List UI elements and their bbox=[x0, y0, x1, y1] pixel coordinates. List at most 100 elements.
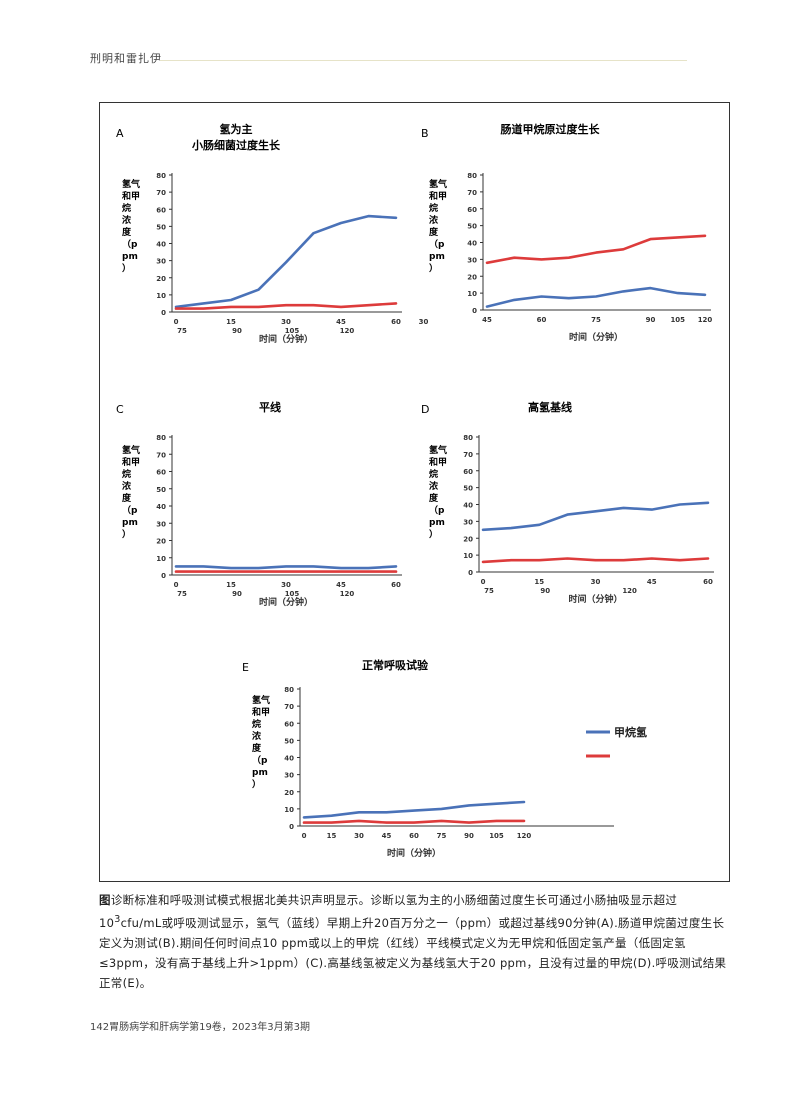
y-axis-label-line: ） bbox=[252, 779, 261, 790]
y-tick-label: 80 bbox=[156, 434, 166, 442]
x-tick-label: 30 bbox=[281, 581, 291, 589]
panel-title: 肠道甲烷原过度生长 bbox=[501, 122, 601, 136]
y-tick-label: 0 bbox=[472, 307, 477, 315]
caption-label: 图 bbox=[99, 893, 111, 907]
y-axis-label-line: 烷 bbox=[122, 202, 131, 214]
y-tick-label: 50 bbox=[284, 737, 294, 745]
y-axis-label-line: 度 bbox=[429, 226, 439, 238]
y-axis-label-line: 氢气 bbox=[429, 444, 447, 456]
panel-title-line: 小肠细菌过度生长 bbox=[191, 138, 281, 152]
y-tick-label: 0 bbox=[468, 569, 473, 577]
panel-title-line: 高氢基线 bbox=[528, 400, 572, 414]
y-axis-label-line: 烷 bbox=[252, 718, 261, 730]
x-tick-label: 105 bbox=[489, 832, 504, 840]
panel-letter: A bbox=[116, 127, 124, 140]
y-axis-label-line: 烷 bbox=[429, 202, 438, 214]
y-tick-label: 50 bbox=[156, 486, 166, 494]
y-axis-label-line: 烷 bbox=[122, 468, 131, 480]
plot-area: 80 70 60 50 40 30 20 10 0 45 60 75 90 105 120 时间（分钟） bbox=[467, 172, 712, 343]
y-tick-label: 30 bbox=[284, 772, 294, 780]
y-axis-label-line: 度 bbox=[429, 492, 439, 504]
x-tick-label: 45 bbox=[647, 578, 657, 586]
x-axis-label: 时间（分钟） bbox=[259, 333, 313, 345]
panel-title-line: 肠道甲烷原过度生长 bbox=[501, 122, 601, 136]
y-tick-label: 70 bbox=[284, 703, 294, 711]
plot-area: 80 70 60 50 40 30 20 10 00 15 30 45 60 30 75 90 105 120 时间… bbox=[156, 172, 428, 345]
x-tick-label: 75 bbox=[484, 587, 494, 595]
y-axis-label-line: 度 bbox=[252, 742, 262, 754]
y-tick-label: 80 bbox=[463, 434, 473, 442]
x-tick-label: 0 bbox=[174, 318, 179, 326]
y-axis-label-line: pm bbox=[252, 768, 268, 778]
x-tick-label: 0 bbox=[481, 578, 486, 586]
series-line-blue bbox=[481, 501, 710, 532]
x-tick-label: 120 bbox=[340, 590, 355, 598]
x-tick-label: 120 bbox=[517, 832, 532, 840]
x-tick-label: 75 bbox=[177, 327, 187, 335]
panel-letter: D bbox=[421, 403, 429, 416]
y-axis-label-line: pm bbox=[122, 518, 138, 528]
legend-label: 甲烷氢 bbox=[614, 725, 647, 739]
y-axis-label-line: ） bbox=[122, 263, 131, 274]
x-tick-label: 15 bbox=[534, 578, 544, 586]
series-line-red bbox=[485, 234, 707, 265]
y-tick-label: 40 bbox=[463, 502, 473, 510]
y-axis-label-line: （p bbox=[122, 239, 138, 250]
y-tick-label: 80 bbox=[284, 686, 294, 694]
x-tick-label: 90 bbox=[464, 832, 474, 840]
y-tick-label: 60 bbox=[463, 468, 473, 476]
y-tick-label: 10 bbox=[467, 290, 477, 298]
y-axis-label-line: 和甲 bbox=[121, 456, 140, 468]
series-line-red bbox=[481, 557, 710, 564]
y-tick-label: 70 bbox=[463, 451, 473, 459]
y-axis-label-line: 浓 bbox=[252, 730, 262, 742]
series-line-blue bbox=[174, 214, 398, 309]
header-rule bbox=[160, 60, 687, 61]
y-tick-label: 10 bbox=[284, 806, 294, 814]
x-tick-label: 60 bbox=[391, 581, 401, 589]
x-tick-label: 105 bbox=[285, 327, 300, 335]
panel-letter: C bbox=[116, 403, 124, 416]
page-footer: 142胃肠病学和肝病学第19卷，2023年3月第3期 bbox=[90, 1022, 310, 1033]
x-tick-label: 15 bbox=[327, 832, 337, 840]
y-axis-label-line: （p bbox=[252, 755, 268, 766]
y-axis-label-line: pm bbox=[429, 518, 445, 528]
y-tick-label: 20 bbox=[467, 273, 477, 281]
panel-title: 平线 bbox=[259, 400, 281, 414]
y-axis-label-line: 氢气 bbox=[122, 178, 140, 190]
y-tick-label: 20 bbox=[156, 275, 166, 283]
x-tick-label: 30 bbox=[354, 832, 364, 840]
y-axis-label-line: 和甲 bbox=[121, 190, 140, 202]
x-tick-label: 90 bbox=[540, 587, 550, 595]
y-tick-label: 20 bbox=[463, 535, 473, 543]
y-axis-label-line: pm bbox=[429, 252, 445, 262]
y-axis-label-line: 浓 bbox=[122, 214, 132, 226]
x-tick-label: 105 bbox=[285, 590, 300, 598]
x-tick-label: 75 bbox=[591, 316, 601, 324]
y-tick-label: 70 bbox=[156, 451, 166, 459]
y-tick-label: 70 bbox=[156, 189, 166, 197]
x-tick-label: 120 bbox=[698, 316, 713, 324]
panel-title-line: 正常呼吸试验 bbox=[362, 658, 429, 672]
x-tick-label: 15 bbox=[226, 318, 236, 326]
y-tick-label: 30 bbox=[156, 520, 166, 528]
y-tick-label: 80 bbox=[467, 172, 477, 180]
x-axis-label: 时间（分钟） bbox=[568, 593, 622, 605]
figure-caption: 图诊断标准和呼吸测试模式根据北美共识声明显示。诊断以氢为主的小肠细菌过度生长可通… bbox=[99, 890, 731, 993]
y-axis-label-line: 度 bbox=[122, 226, 132, 238]
y-axis-label-line: pm bbox=[122, 252, 138, 262]
panel-title: 高氢基线 bbox=[528, 400, 572, 414]
panel-title: 正常呼吸试验 bbox=[362, 658, 429, 672]
panel-title-line: 氢为主 bbox=[220, 122, 253, 136]
series-line-red bbox=[174, 302, 398, 310]
x-tick-label: 0 bbox=[174, 581, 179, 589]
y-axis-label-line: 和甲 bbox=[428, 456, 447, 468]
